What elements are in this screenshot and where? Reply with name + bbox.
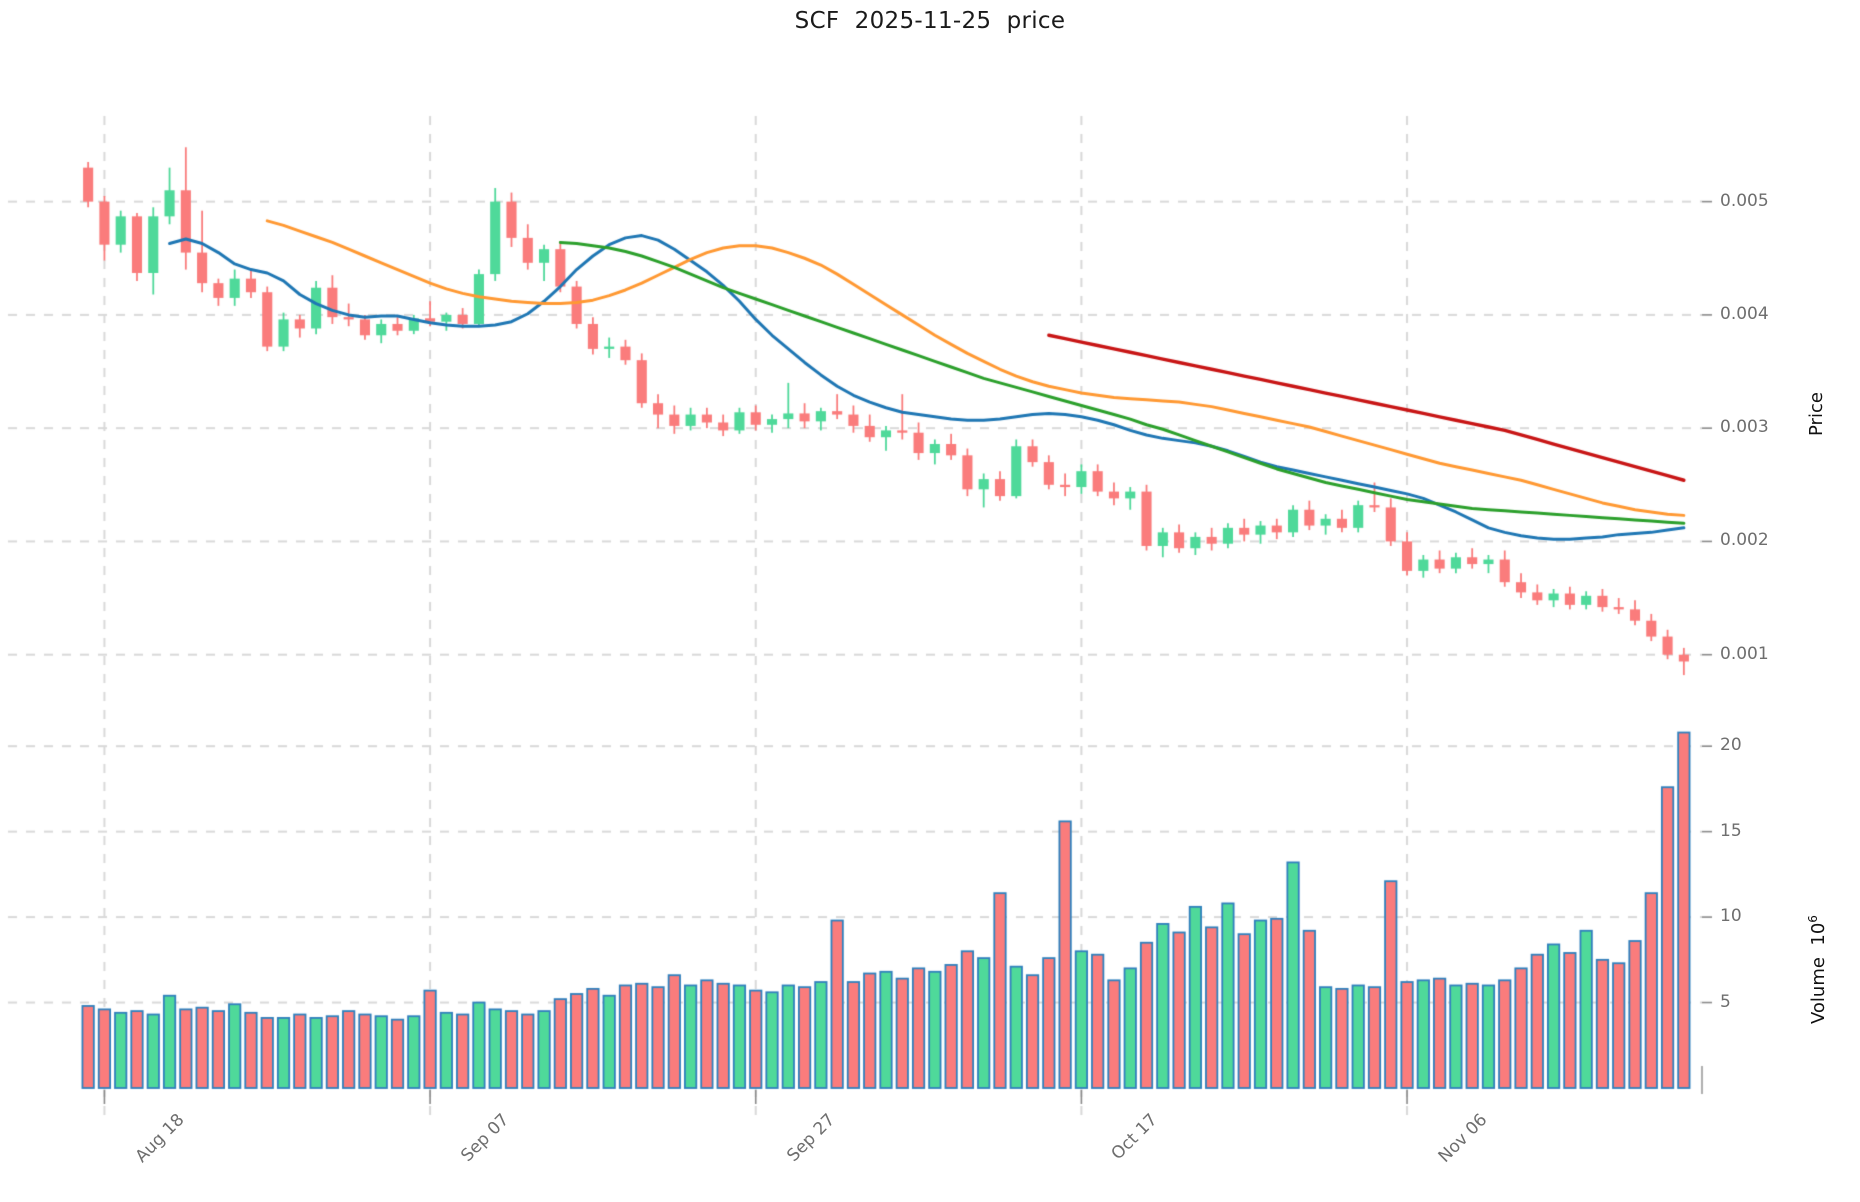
volume-tick-label: 10	[1720, 906, 1742, 927]
price-tick-label: 0.003	[1720, 417, 1769, 438]
price-tick-label: 0.001	[1720, 643, 1769, 664]
price-axis-label: Price	[1806, 392, 1827, 436]
volume-axis-label: Volume 106	[1806, 915, 1829, 1024]
volume-tick-label: 5	[1720, 991, 1731, 1012]
page-title: SCF 2025-11-25 price	[794, 8, 1066, 34]
volume-axis-exponent-base: 10	[1808, 922, 1829, 946]
volume-axis-label-text: Volume	[1808, 957, 1829, 1024]
price-tick-label: 0.002	[1720, 530, 1769, 551]
volume-tick-label: 20	[1720, 735, 1742, 756]
price-tick-label: 0.004	[1720, 303, 1769, 324]
volume-axis-exponent-power: 6	[1806, 915, 1820, 923]
price-tick-label: 0.005	[1720, 190, 1769, 211]
volume-tick-label: 15	[1720, 820, 1742, 841]
